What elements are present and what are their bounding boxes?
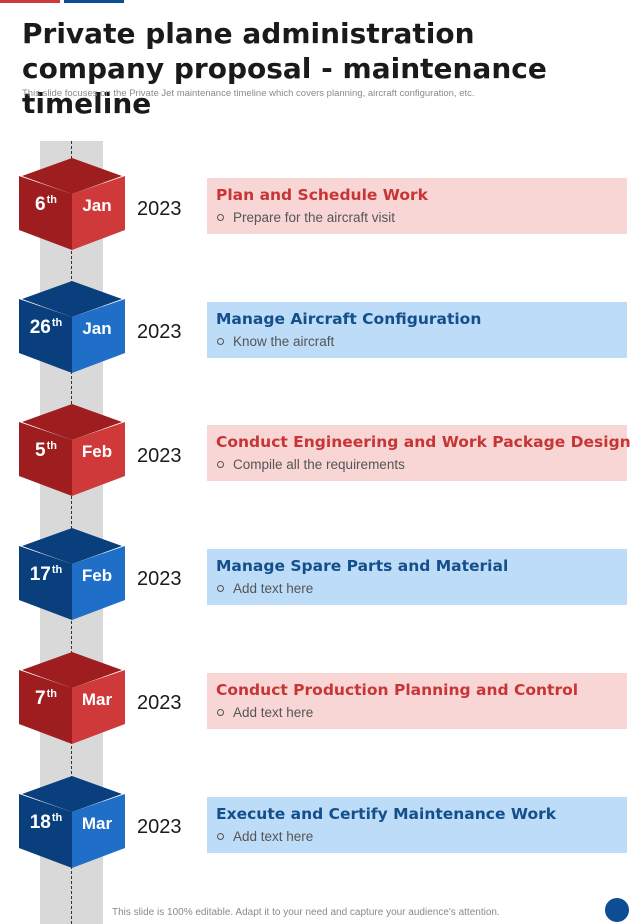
footer-note: This slide is 100% editable. Adapt it to… — [112, 907, 500, 918]
milestone-item: Compile all the requirements — [217, 456, 405, 474]
date-year: 2023 — [137, 445, 182, 467]
date-day: 5th — [35, 440, 57, 461]
milestone-title: Plan and Schedule Work — [216, 186, 428, 204]
date-badge-shape — [19, 158, 125, 250]
date-day: 26th — [29, 317, 63, 338]
milestone-item: Know the aircraft — [217, 333, 334, 351]
date-month: Feb — [81, 442, 113, 461]
date-day: 17th — [29, 564, 63, 585]
milestone-item-text: Add text here — [233, 705, 314, 720]
milestone-item: Add text here — [217, 704, 313, 722]
milestone-title: Conduct Engineering and Work Package Des… — [216, 433, 631, 451]
milestone-title: Execute and Certify Maintenance Work — [216, 805, 557, 823]
date-badge-shape — [19, 281, 125, 373]
date-badge: 7th Mar — [19, 652, 125, 748]
milestone-card: Manage Aircraft Configuration Know the a… — [207, 302, 627, 358]
date-badge-shape — [19, 528, 125, 620]
milestone-item-text: Add text here — [233, 829, 314, 844]
date-day: 18th — [29, 812, 63, 833]
date-day: 7th — [35, 688, 57, 709]
milestone-item-text: Prepare for the aircraft visit — [233, 210, 396, 225]
milestone-card: Conduct Engineering and Work Package Des… — [207, 425, 631, 481]
milestone-item: Prepare for the aircraft visit — [217, 209, 395, 227]
milestone-title: Manage Aircraft Configuration — [216, 310, 482, 328]
date-year: 2023 — [137, 198, 182, 220]
milestone-item-text: Know the aircraft — [233, 334, 335, 349]
date-year: 2023 — [137, 321, 182, 343]
date-badge: 18th Mar — [19, 776, 125, 872]
date-badge: 17th Feb — [19, 528, 125, 624]
date-month: Jan — [82, 319, 112, 338]
milestone-title: Conduct Production Planning and Control — [216, 681, 579, 699]
date-day: 6th — [35, 194, 57, 215]
milestone-card: Plan and Schedule Work Prepare for the a… — [207, 178, 627, 234]
top-accent-red — [0, 0, 60, 3]
bullet-circle-icon — [217, 213, 224, 221]
date-year: 2023 — [137, 568, 182, 590]
milestone-card: Execute and Certify Maintenance Work Add… — [207, 797, 627, 853]
bullet-circle-icon — [217, 460, 224, 468]
date-badge-shape — [19, 776, 125, 868]
date-badge-shape — [19, 404, 125, 496]
top-accent-blue — [64, 0, 124, 3]
date-month: Jan — [82, 196, 112, 215]
date-badge: 5th Feb — [19, 404, 125, 500]
bullet-circle-icon — [217, 337, 224, 345]
page-title: Private plane administration company pro… — [22, 17, 547, 120]
date-month: Feb — [81, 566, 113, 585]
milestone-card: Manage Spare Parts and Material Add text… — [207, 549, 627, 605]
bullet-circle-icon — [217, 832, 224, 840]
bullet-circle-icon — [217, 584, 224, 592]
date-badge: 6th Jan — [19, 158, 125, 254]
milestone-item-text: Add text here — [233, 581, 314, 596]
page-subtitle: This slide focuses on the Private Jet ma… — [22, 88, 475, 99]
milestone-card: Conduct Production Planning and Control … — [207, 673, 627, 729]
date-year: 2023 — [137, 692, 182, 714]
date-badge: 26th Jan — [19, 281, 125, 377]
date-year: 2023 — [137, 816, 182, 838]
date-month: Mar — [81, 814, 113, 833]
milestone-item-text: Compile all the requirements — [233, 457, 405, 472]
bullet-circle-icon — [217, 708, 224, 716]
date-month: Mar — [81, 690, 113, 709]
milestone-title: Manage Spare Parts and Material — [216, 557, 509, 575]
corner-dot-icon — [605, 898, 629, 922]
date-badge-shape — [19, 652, 125, 744]
milestone-item: Add text here — [217, 580, 313, 598]
milestone-item: Add text here — [217, 828, 313, 846]
